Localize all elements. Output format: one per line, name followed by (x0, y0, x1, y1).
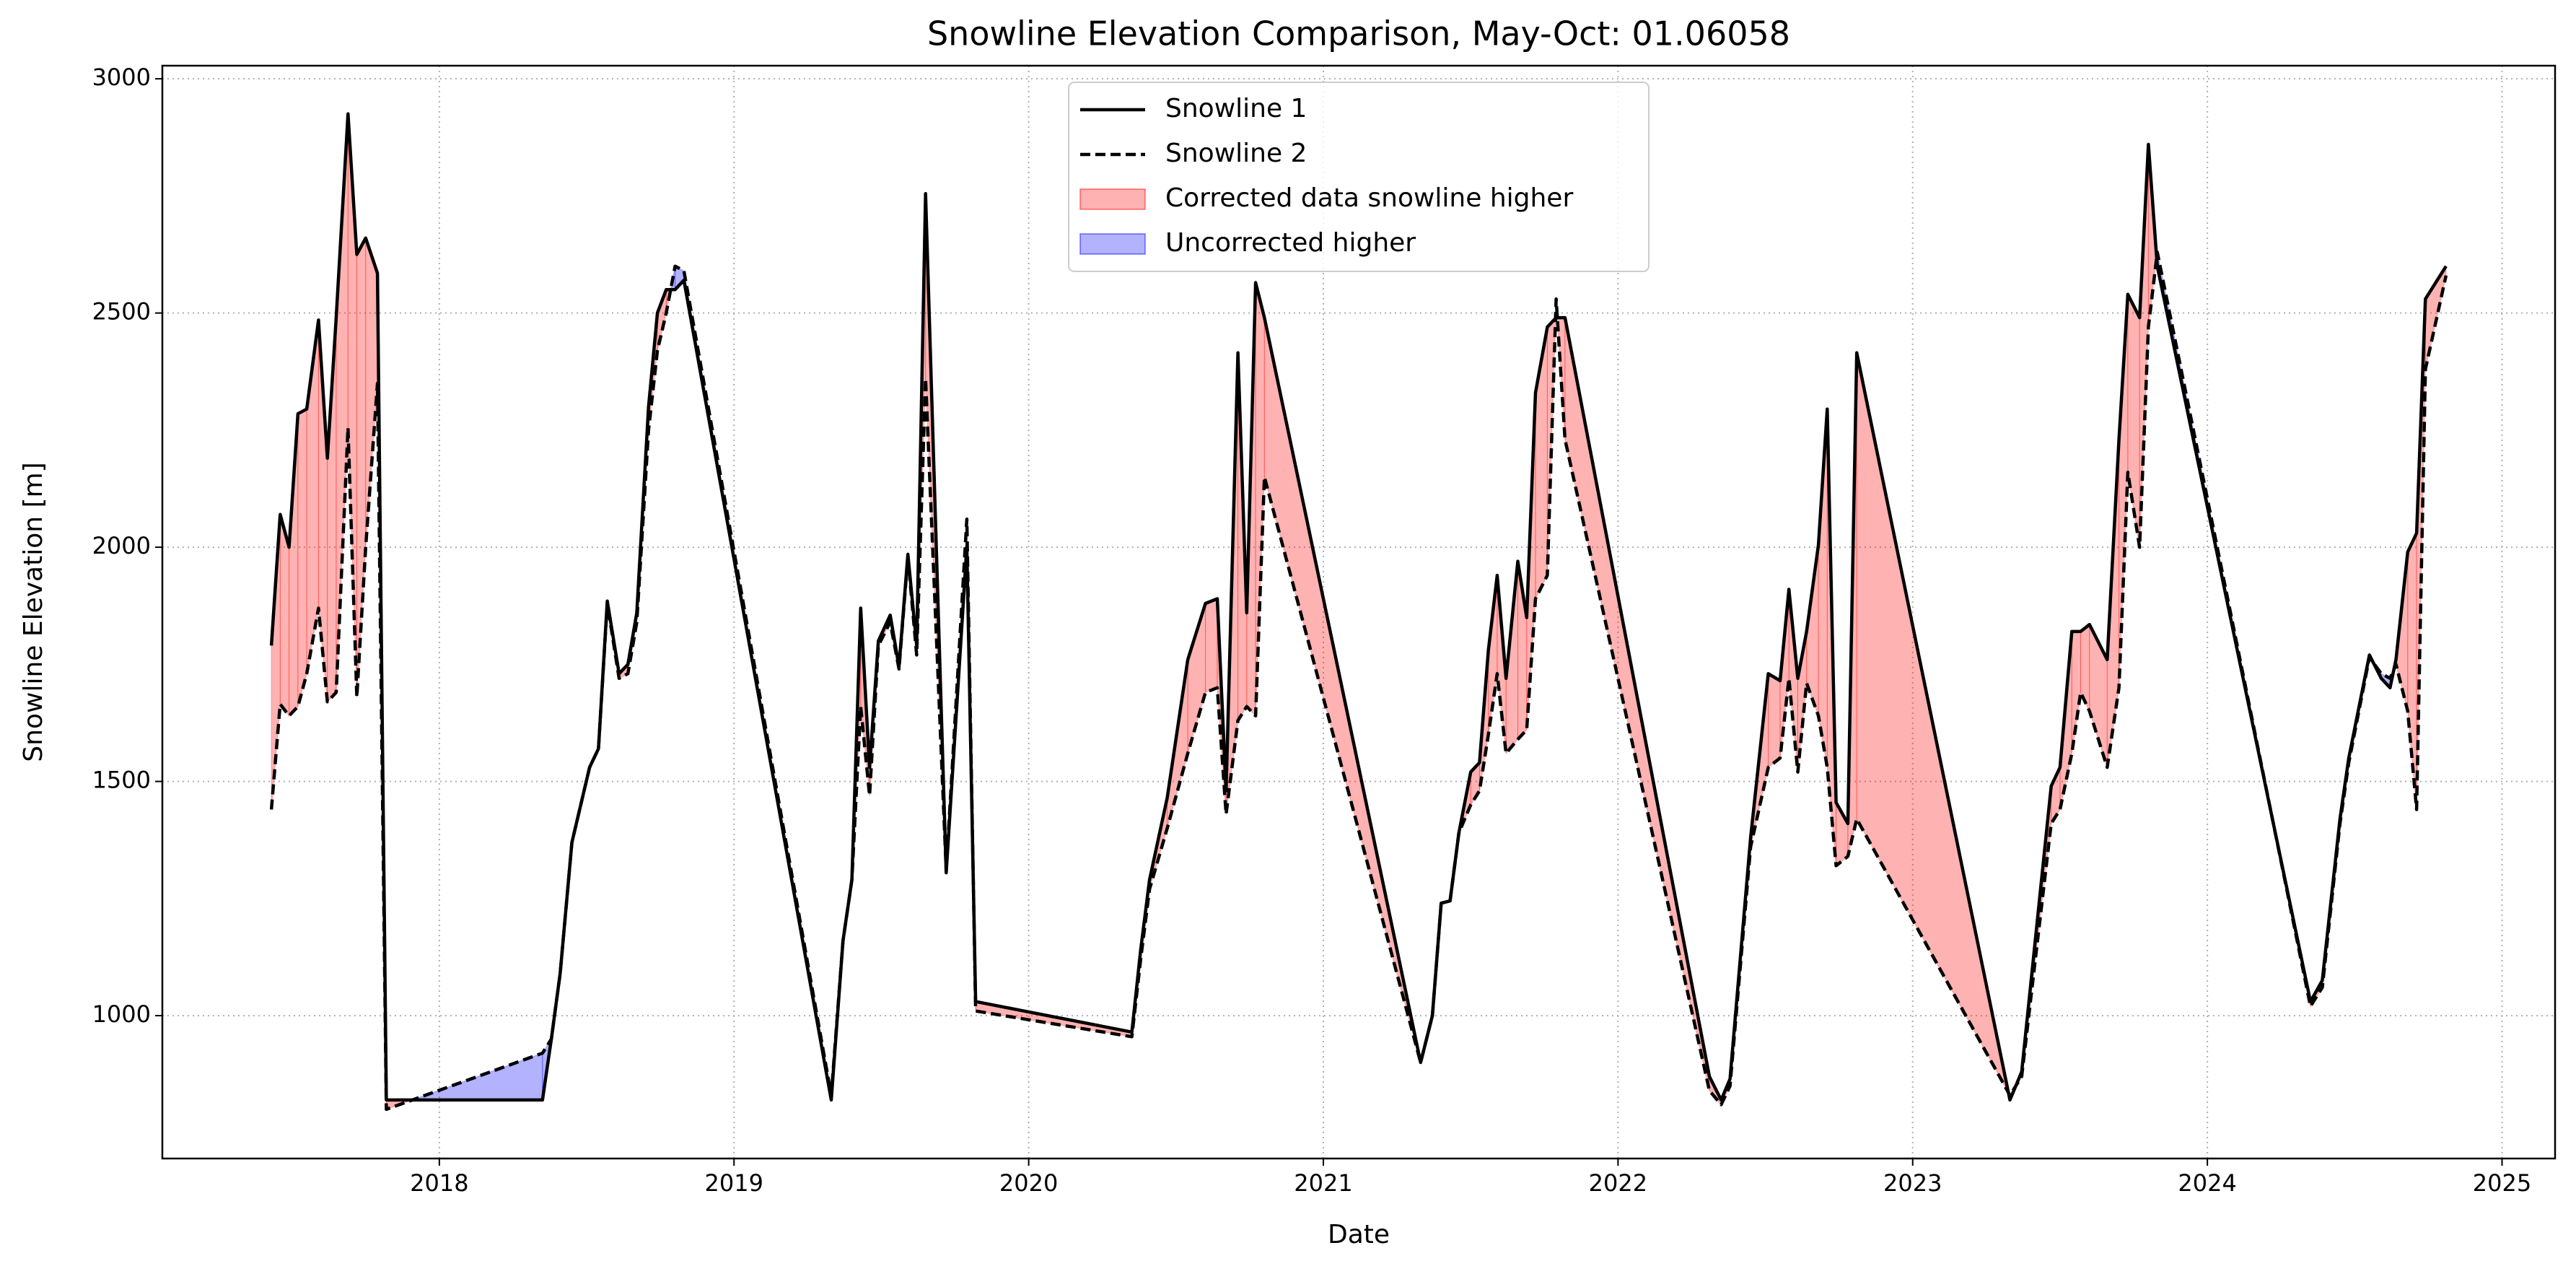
fill-between (1546, 317, 1556, 576)
legend-swatch (1079, 233, 1146, 255)
y-tick-label: 1500 (92, 767, 151, 794)
plot-area (269, 112, 2448, 1112)
y-tick-label: 2000 (92, 532, 151, 559)
fill-between (2089, 624, 2108, 768)
legend-label: Corrected data snowline higher (1165, 183, 1573, 213)
fill-between (297, 408, 307, 707)
legend-box (1068, 82, 1650, 272)
x-tick-label: 2023 (1883, 1169, 1942, 1197)
y-axis-label: Snowline Elevation [m] (19, 462, 48, 762)
x-tick-label: 2020 (999, 1169, 1058, 1197)
x-tick-label: 2021 (1294, 1169, 1352, 1197)
x-tick-label: 2018 (410, 1169, 468, 1197)
fill-between (1768, 673, 1781, 769)
x-tick-label: 2024 (2178, 1169, 2236, 1197)
fill-between (1205, 598, 1218, 694)
legend-label: Uncorrected higher (1165, 228, 1416, 258)
y-tick-label: 1000 (92, 1000, 151, 1028)
fill-between (2071, 631, 2082, 754)
x-tick-label: 2019 (705, 1169, 763, 1197)
legend-label: Snowline 1 (1165, 94, 1307, 123)
x-tick-label: 2025 (2473, 1169, 2531, 1197)
x-tick-label: 2022 (1589, 1169, 1647, 1197)
legend-swatch (1079, 188, 1146, 210)
y-tick-label: 3000 (92, 64, 151, 91)
series-line (269, 250, 2448, 1112)
chart-title: Snowline Elevation Comparison, May-Oct: … (927, 14, 1790, 53)
fill-between (1187, 603, 1206, 754)
plot-frame (161, 64, 2557, 1160)
series-line (269, 112, 2448, 1102)
legend-label: Snowline 2 (1165, 139, 1307, 168)
x-axis-label: Date (1328, 1220, 1390, 1249)
fill-between (365, 237, 378, 548)
y-tick-label: 2500 (92, 298, 151, 326)
